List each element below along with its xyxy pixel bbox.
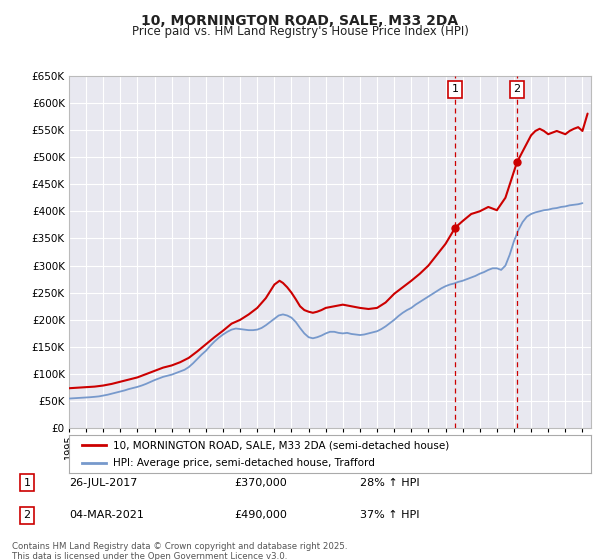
Text: £370,000: £370,000 (234, 478, 287, 488)
Text: 04-MAR-2021: 04-MAR-2021 (69, 510, 144, 520)
Text: 26-JUL-2017: 26-JUL-2017 (69, 478, 137, 488)
Text: 2: 2 (514, 84, 520, 94)
Text: 1: 1 (452, 84, 459, 94)
Text: £490,000: £490,000 (234, 510, 287, 520)
Text: Contains HM Land Registry data © Crown copyright and database right 2025.
This d: Contains HM Land Registry data © Crown c… (12, 542, 347, 560)
Text: 10, MORNINGTON ROAD, SALE, M33 2DA: 10, MORNINGTON ROAD, SALE, M33 2DA (142, 14, 458, 28)
Text: 10, MORNINGTON ROAD, SALE, M33 2DA (semi-detached house): 10, MORNINGTON ROAD, SALE, M33 2DA (semi… (113, 440, 449, 450)
Text: 2: 2 (23, 510, 31, 520)
Text: HPI: Average price, semi-detached house, Trafford: HPI: Average price, semi-detached house,… (113, 458, 375, 468)
Text: Price paid vs. HM Land Registry's House Price Index (HPI): Price paid vs. HM Land Registry's House … (131, 25, 469, 38)
Text: 37% ↑ HPI: 37% ↑ HPI (360, 510, 419, 520)
Text: 28% ↑ HPI: 28% ↑ HPI (360, 478, 419, 488)
Text: 1: 1 (23, 478, 31, 488)
